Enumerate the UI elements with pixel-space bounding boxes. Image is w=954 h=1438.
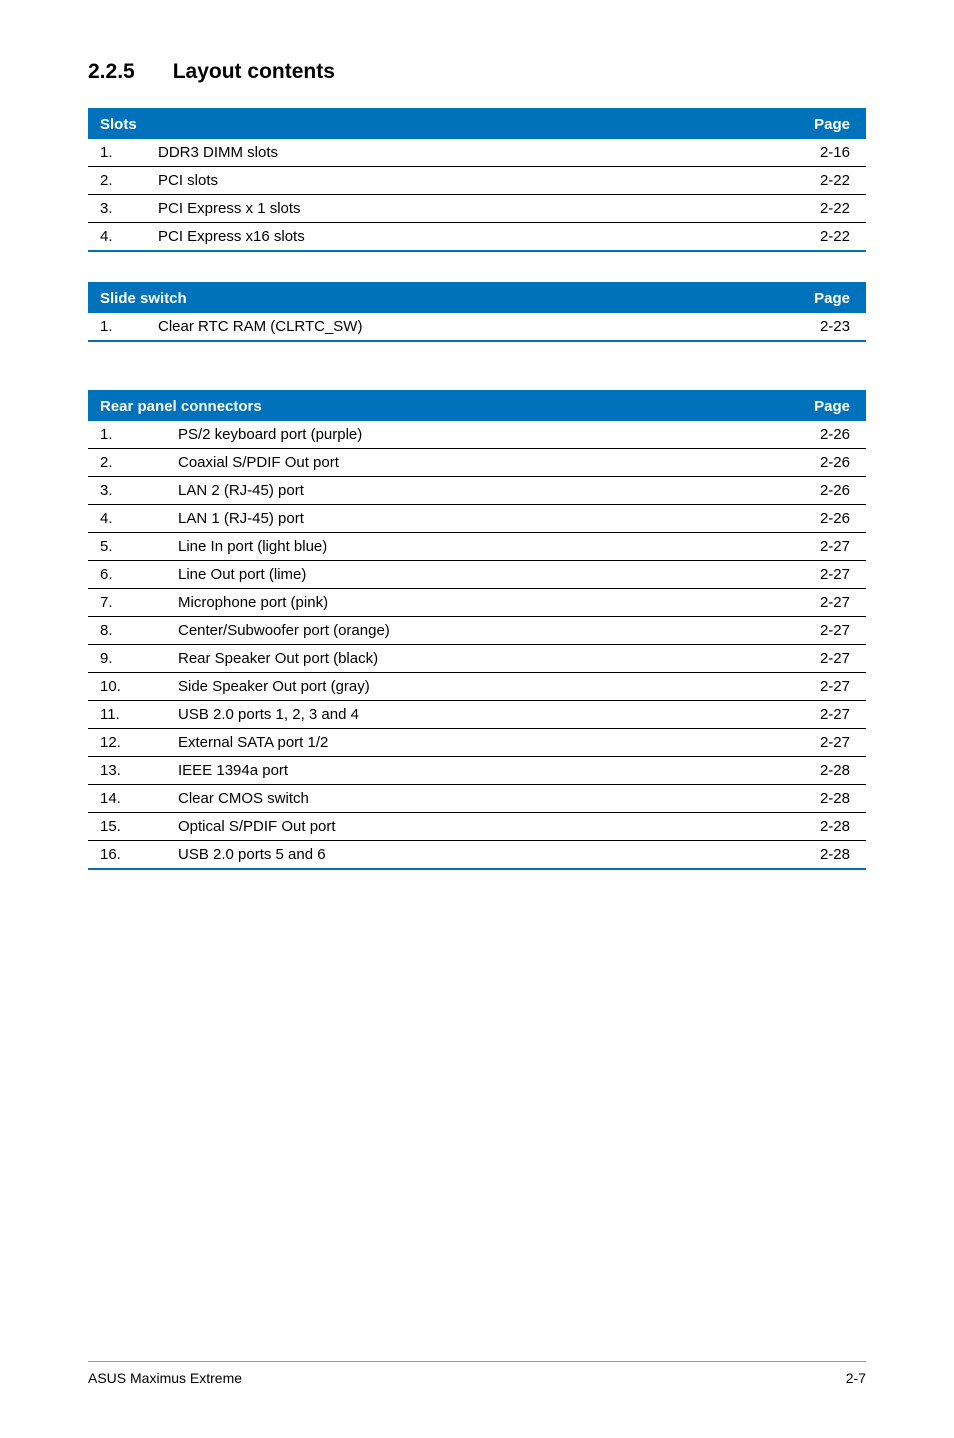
table-row: 5. Line In port (light blue) 2-27 <box>88 533 866 561</box>
section-number: 2.2.5 <box>88 60 135 84</box>
row-label: Optical S/PDIF Out port <box>166 813 794 841</box>
row-label: LAN 1 (RJ-45) port <box>166 505 794 533</box>
row-label: DDR3 DIMM slots <box>146 139 794 167</box>
row-index: 4. <box>88 505 166 533</box>
section-title: Layout contents <box>173 60 335 83</box>
table-row: 14. Clear CMOS switch 2-28 <box>88 785 866 813</box>
row-page: 2-28 <box>794 841 866 870</box>
row-page: 2-27 <box>794 701 866 729</box>
row-page: 2-27 <box>794 561 866 589</box>
table-row: 7. Microphone port (pink) 2-27 <box>88 589 866 617</box>
row-page: 2-22 <box>794 223 866 252</box>
rear-panel-header-left: Rear panel connectors <box>88 391 794 421</box>
row-index: 2. <box>88 167 146 195</box>
row-page: 2-27 <box>794 617 866 645</box>
row-label: External SATA port 1/2 <box>166 729 794 757</box>
row-page: 2-27 <box>794 673 866 701</box>
row-index: 10. <box>88 673 166 701</box>
table-row: 16. USB 2.0 ports 5 and 6 2-28 <box>88 841 866 870</box>
row-label: LAN 2 (RJ-45) port <box>166 477 794 505</box>
slots-header-left: Slots <box>88 109 794 139</box>
rear-panel-table: Rear panel connectors Page 1. PS/2 keybo… <box>88 390 866 870</box>
slots-header-right: Page <box>794 109 866 139</box>
table-row: 10. Side Speaker Out port (gray) 2-27 <box>88 673 866 701</box>
row-index: 11. <box>88 701 166 729</box>
row-index: 8. <box>88 617 166 645</box>
row-label: Line In port (light blue) <box>166 533 794 561</box>
row-page: 2-28 <box>794 757 866 785</box>
row-page: 2-22 <box>794 167 866 195</box>
table-row: 4. LAN 1 (RJ-45) port 2-26 <box>88 505 866 533</box>
row-page: 2-23 <box>794 313 866 341</box>
row-label: USB 2.0 ports 1, 2, 3 and 4 <box>166 701 794 729</box>
table-row: 6. Line Out port (lime) 2-27 <box>88 561 866 589</box>
row-index: 13. <box>88 757 166 785</box>
row-label: USB 2.0 ports 5 and 6 <box>166 841 794 870</box>
row-page: 2-26 <box>794 421 866 449</box>
row-page: 2-22 <box>794 195 866 223</box>
row-index: 1. <box>88 313 146 341</box>
table-row: 8. Center/Subwoofer port (orange) 2-27 <box>88 617 866 645</box>
row-index: 4. <box>88 223 146 252</box>
table-row: 15. Optical S/PDIF Out port 2-28 <box>88 813 866 841</box>
row-index: 2. <box>88 449 166 477</box>
table-row: 2. Coaxial S/PDIF Out port 2-26 <box>88 449 866 477</box>
page-footer: ASUS Maximus Extreme 2-7 <box>88 1361 866 1386</box>
row-index: 7. <box>88 589 166 617</box>
slots-table: Slots Page 1. DDR3 DIMM slots 2-16 2. PC… <box>88 108 866 252</box>
row-page: 2-16 <box>794 139 866 167</box>
row-index: 6. <box>88 561 166 589</box>
slide-switch-header-right: Page <box>794 283 866 313</box>
row-page: 2-27 <box>794 729 866 757</box>
footer-right: 2-7 <box>846 1370 866 1386</box>
row-index: 15. <box>88 813 166 841</box>
row-index: 12. <box>88 729 166 757</box>
row-label: Microphone port (pink) <box>166 589 794 617</box>
row-label: PCI slots <box>146 167 794 195</box>
table-row: 3. LAN 2 (RJ-45) port 2-26 <box>88 477 866 505</box>
row-page: 2-26 <box>794 449 866 477</box>
slide-switch-table: Slide switch Page 1. Clear RTC RAM (CLRT… <box>88 282 866 342</box>
table-row: 1. Clear RTC RAM (CLRTC_SW) 2-23 <box>88 313 866 341</box>
table-row: 11. USB 2.0 ports 1, 2, 3 and 4 2-27 <box>88 701 866 729</box>
row-page: 2-27 <box>794 645 866 673</box>
row-label: Rear Speaker Out port (black) <box>166 645 794 673</box>
table-row: 12. External SATA port 1/2 2-27 <box>88 729 866 757</box>
row-label: Clear CMOS switch <box>166 785 794 813</box>
table-row: 4. PCI Express x16 slots 2-22 <box>88 223 866 252</box>
footer-left: ASUS Maximus Extreme <box>88 1370 242 1386</box>
row-page: 2-26 <box>794 477 866 505</box>
slide-switch-header-left: Slide switch <box>88 283 794 313</box>
row-label: Coaxial S/PDIF Out port <box>166 449 794 477</box>
row-label: Line Out port (lime) <box>166 561 794 589</box>
row-page: 2-27 <box>794 533 866 561</box>
row-page: 2-26 <box>794 505 866 533</box>
row-label: PCI Express x16 slots <box>146 223 794 252</box>
row-index: 14. <box>88 785 166 813</box>
rear-panel-header-right: Page <box>794 391 866 421</box>
row-label: Side Speaker Out port (gray) <box>166 673 794 701</box>
row-page: 2-27 <box>794 589 866 617</box>
row-label: IEEE 1394a port <box>166 757 794 785</box>
row-page: 2-28 <box>794 813 866 841</box>
row-index: 3. <box>88 477 166 505</box>
table-row: 9. Rear Speaker Out port (black) 2-27 <box>88 645 866 673</box>
row-index: 1. <box>88 421 166 449</box>
table-row: 1. DDR3 DIMM slots 2-16 <box>88 139 866 167</box>
row-index: 1. <box>88 139 146 167</box>
row-page: 2-28 <box>794 785 866 813</box>
table-row: 2. PCI slots 2-22 <box>88 167 866 195</box>
table-row: 13. IEEE 1394a port 2-28 <box>88 757 866 785</box>
table-row: 3. PCI Express x 1 slots 2-22 <box>88 195 866 223</box>
row-label: PCI Express x 1 slots <box>146 195 794 223</box>
row-label: PS/2 keyboard port (purple) <box>166 421 794 449</box>
row-label: Clear RTC RAM (CLRTC_SW) <box>146 313 794 341</box>
row-label: Center/Subwoofer port (orange) <box>166 617 794 645</box>
row-index: 5. <box>88 533 166 561</box>
table-row: 1. PS/2 keyboard port (purple) 2-26 <box>88 421 866 449</box>
section-heading: 2.2.5 Layout contents <box>88 60 866 84</box>
row-index: 3. <box>88 195 146 223</box>
row-index: 9. <box>88 645 166 673</box>
row-index: 16. <box>88 841 166 870</box>
